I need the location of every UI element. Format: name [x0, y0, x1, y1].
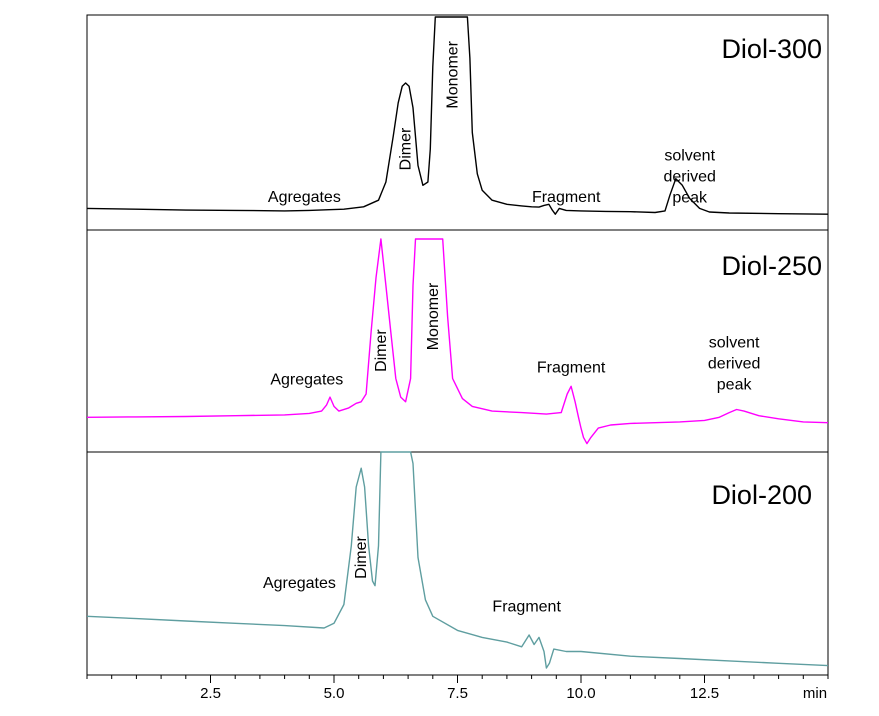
annotation-line: derived [663, 169, 715, 186]
x-tick-label: 7.5 [447, 685, 468, 702]
panel-title-p200: Diol-200 [711, 480, 812, 510]
annotation-p300-0: Agregates [268, 189, 341, 206]
traces [86, 16, 829, 669]
trace-p250 [86, 238, 829, 445]
annotation-p250-4: solvent derived peak [708, 335, 760, 394]
annotation-p200-0: Agregates [263, 575, 336, 592]
annotation-p200-1: Dimer [353, 536, 370, 579]
annotation-p250-1: Dimer [373, 329, 390, 372]
annotations: Agregates Dimer Monomer Fragment solvent deri… [263, 40, 760, 615]
panel-title-p250: Diol-250 [721, 251, 822, 281]
annotation-line: derived [708, 356, 760, 373]
annotation-line: solvent [664, 148, 715, 165]
annotation-p300-2: Monomer [445, 40, 462, 108]
trace-p200 [86, 451, 829, 669]
x-tick-label: 2.5 [200, 685, 221, 702]
annotation-p200-2: Fragment [492, 599, 561, 616]
x-axis-ticks: 2.5 5.0 7.5 10.0 12.5 [86, 675, 829, 702]
x-tick-label: 12.5 [690, 685, 719, 702]
annotation-p300-3: Fragment [532, 189, 601, 206]
annotation-p250-0: Agregates [270, 372, 343, 389]
trace-p300 [86, 16, 829, 215]
x-tick-label: 5.0 [324, 685, 345, 702]
annotation-p300-4: solvent derived peak [663, 148, 715, 207]
annotation-p250-3: Fragment [537, 359, 606, 376]
annotation-line: peak [672, 190, 708, 207]
annotation-p300-1: Dimer [398, 127, 415, 170]
annotation-p250-2: Monomer [425, 282, 442, 350]
x-unit-label: min [803, 685, 827, 702]
annotation-line: peak [717, 377, 753, 394]
annotation-line: solvent [709, 335, 760, 352]
panel-frame-p250 [86, 229, 829, 453]
panel-title-p300: Diol-300 [721, 34, 822, 64]
x-tick-label: 10.0 [566, 685, 595, 702]
